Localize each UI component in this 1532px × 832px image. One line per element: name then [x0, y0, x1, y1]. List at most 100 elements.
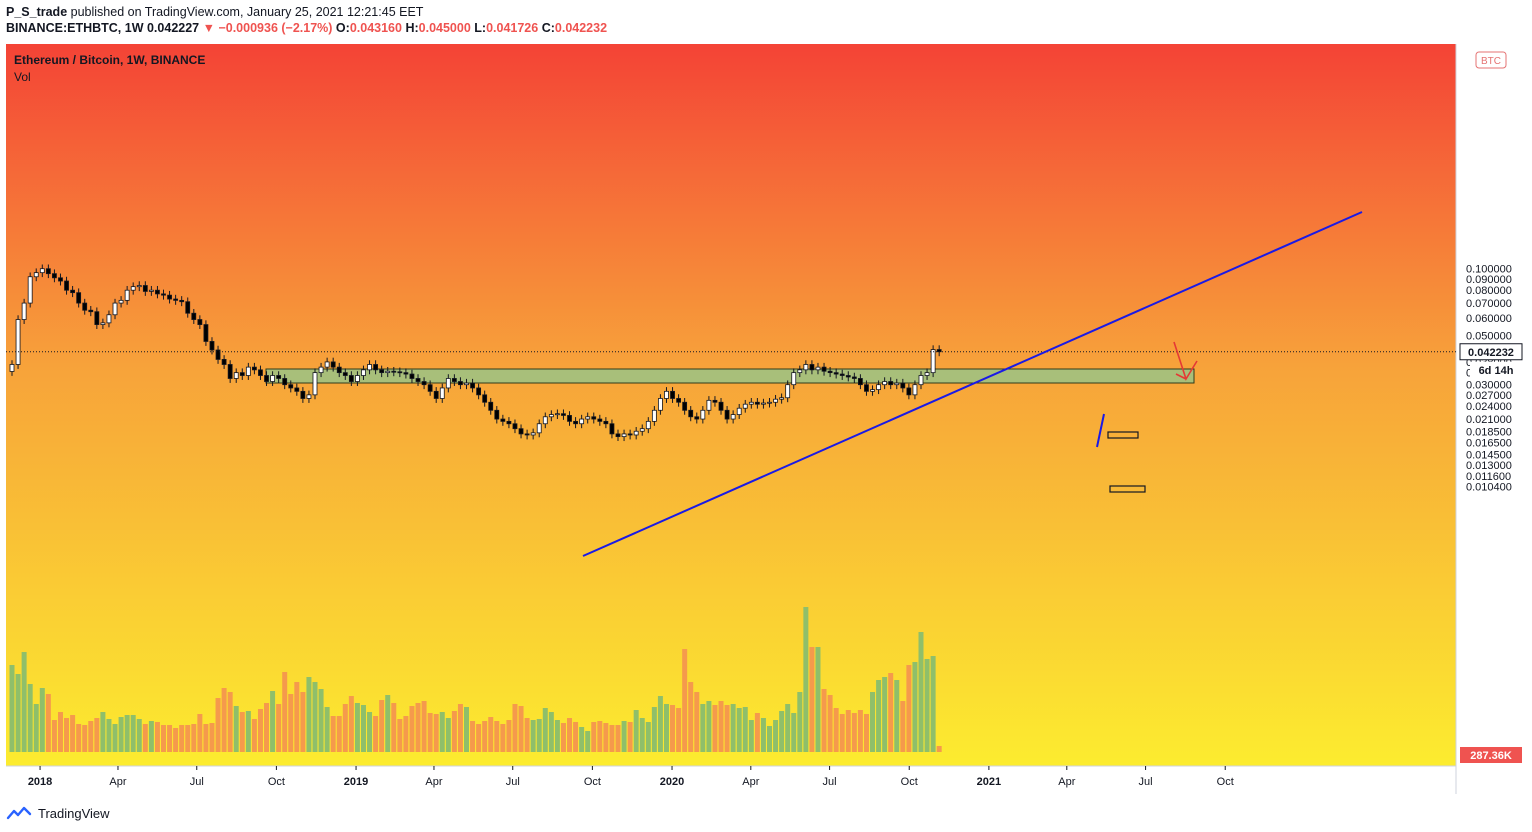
candle-body — [918, 375, 924, 386]
volume-bar — [597, 721, 603, 752]
chart-title[interactable]: Ethereum / Bitcoin, 1W, BINANCE — [14, 53, 206, 67]
volume-bar — [554, 720, 560, 752]
volume-bar — [530, 720, 536, 752]
volume-bar — [294, 682, 300, 752]
small-trendline[interactable] — [1096, 413, 1105, 448]
candle-body — [627, 433, 633, 436]
candle-body — [864, 384, 869, 392]
red-arrow[interactable] — [1173, 341, 1198, 381]
candle-body — [670, 390, 675, 399]
candle-body — [94, 311, 100, 325]
volume-bar — [379, 700, 385, 752]
candle-body — [912, 384, 918, 396]
candle-body — [397, 371, 403, 374]
time-tick-label: 2019 — [344, 776, 368, 788]
currency-badge[interactable]: BTC — [1475, 51, 1507, 69]
candle-body — [815, 366, 821, 371]
volume-bar — [512, 704, 518, 752]
candle-body — [597, 418, 603, 422]
volume-bar — [773, 720, 779, 752]
volume-bar — [894, 680, 900, 752]
volume-label[interactable]: Vol — [14, 70, 31, 84]
candle-body — [464, 382, 469, 386]
volume-bar — [760, 718, 766, 752]
time-tick-label: Apr — [425, 776, 442, 788]
candle-body — [658, 398, 663, 411]
candle-body — [379, 369, 385, 374]
volume-bar — [706, 701, 712, 752]
time-axis[interactable]: 2018 Apr Jul Oct 2019 Apr Jul Oct 2020 Apr Jul Oct 2… — [28, 766, 1234, 788]
candle-body — [718, 401, 724, 411]
candle-body — [355, 375, 360, 382]
candle-body — [930, 349, 936, 374]
volume-bar — [591, 722, 597, 752]
volume-bar — [821, 689, 827, 752]
volume-bar — [863, 714, 869, 752]
author-name[interactable]: P_S_trade — [6, 5, 68, 19]
marker-box-upper[interactable] — [1107, 431, 1139, 439]
volume-bar — [621, 721, 627, 752]
candle-body — [858, 378, 863, 386]
volume-bar — [609, 725, 615, 752]
tradingview-footer[interactable]: TradingView — [6, 805, 110, 821]
trendline[interactable] — [582, 211, 1363, 557]
candle-body — [58, 277, 63, 282]
low-value: 0.041726 — [486, 21, 539, 35]
volume-bars — [9, 607, 942, 752]
volume-bar — [227, 692, 233, 752]
volume-bar — [27, 684, 33, 752]
marker-box-lower[interactable] — [1109, 485, 1146, 493]
candle-body — [318, 366, 324, 374]
tradingview-logo-icon — [6, 806, 32, 820]
candle-body — [500, 418, 506, 422]
candle-body — [736, 407, 742, 415]
candle-body — [779, 397, 785, 400]
candle-body — [870, 389, 875, 392]
candle-body — [294, 387, 300, 392]
volume-bar — [682, 649, 688, 752]
price-tick-label: 0.090000 — [1466, 274, 1512, 286]
candle-body — [21, 302, 27, 320]
candle-body — [27, 276, 33, 304]
volume-bar — [797, 692, 803, 752]
volume-bar — [712, 705, 718, 752]
volume-bar — [233, 706, 239, 752]
candle-body — [288, 384, 294, 389]
price-tick-label: 0.010400 — [1466, 482, 1512, 494]
candle-body — [88, 309, 94, 313]
volume-bar — [409, 706, 415, 752]
candle-body — [742, 403, 748, 409]
candle-body — [609, 423, 615, 435]
volume-bar — [488, 717, 494, 752]
volume-bar — [15, 674, 21, 752]
candle-body — [445, 378, 451, 389]
price-tick-label: 0.016500 — [1466, 437, 1512, 449]
candle-body — [494, 409, 500, 420]
volume-bar — [724, 705, 730, 752]
publish-header: P_S_trade published on TradingView.com, … — [6, 4, 607, 36]
candle-body — [312, 372, 318, 396]
volume-bar — [179, 725, 185, 752]
price-tick-label: 0.027000 — [1466, 390, 1512, 402]
volume-bar — [142, 724, 148, 752]
resistance-zone[interactable] — [265, 368, 1195, 384]
candle-body — [809, 364, 815, 371]
volume-bar — [936, 746, 942, 752]
volume-bar — [876, 680, 882, 752]
volume-bar — [203, 724, 209, 752]
candle-body — [488, 401, 494, 411]
volume-bar — [627, 722, 633, 752]
volume-bar — [918, 632, 924, 752]
currency-label: BTC — [1481, 56, 1501, 67]
candle-body — [924, 372, 930, 376]
volume-bar — [827, 695, 833, 752]
volume-last-value: 287.36K — [1470, 750, 1512, 762]
volume-bar — [542, 708, 548, 752]
volume-bar — [209, 723, 215, 752]
candle-body — [542, 416, 548, 425]
candle-body — [306, 394, 312, 399]
price-tick-label: 0.080000 — [1466, 285, 1512, 297]
candle-body — [694, 416, 700, 420]
